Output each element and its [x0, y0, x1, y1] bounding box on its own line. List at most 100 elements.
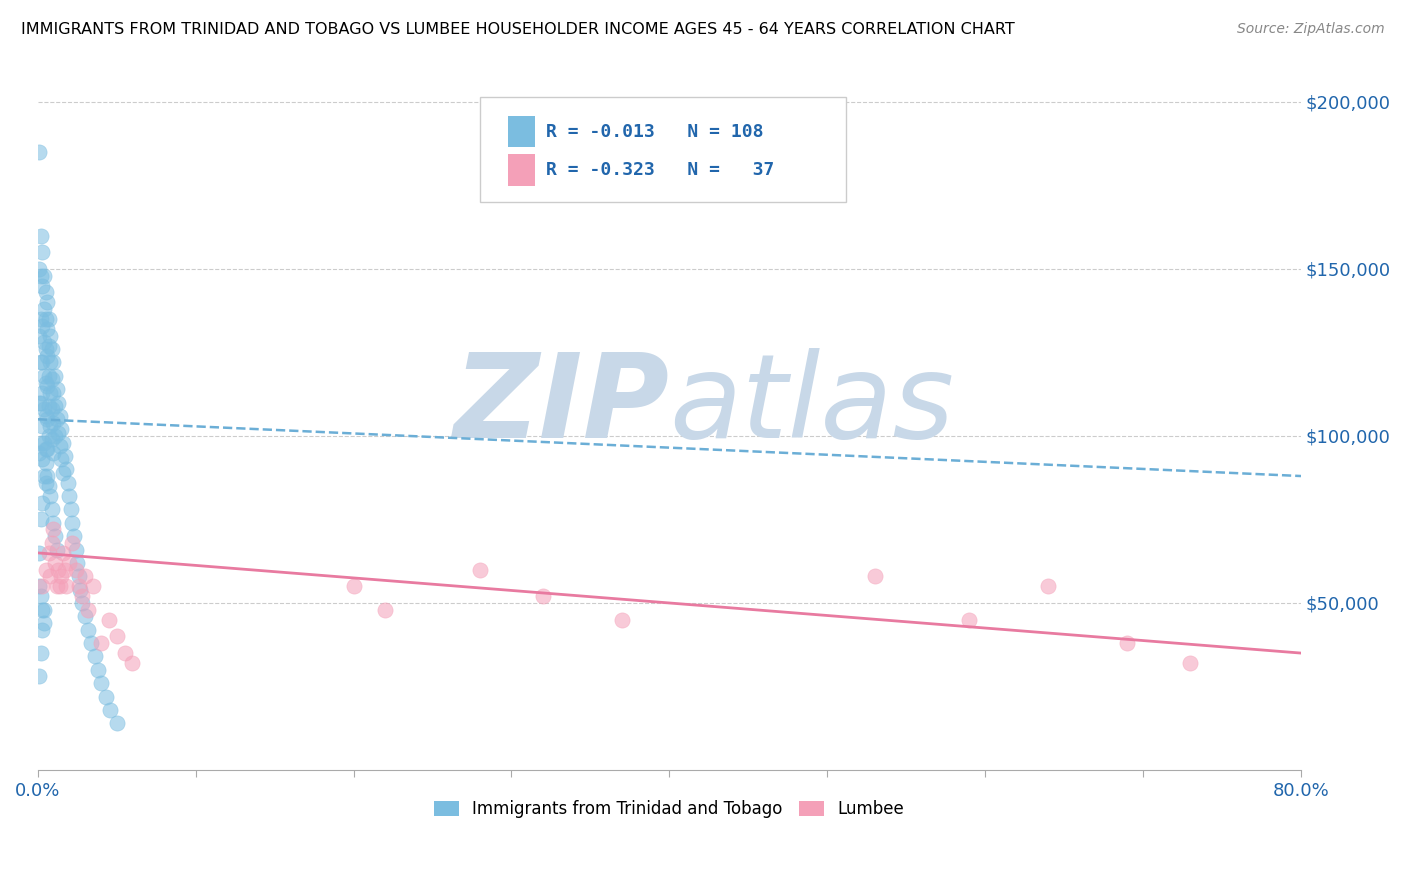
Point [39, 355, 62, 369]
Point [32, 368, 55, 383]
Point [468, 563, 491, 577]
Point [32, 435, 55, 450]
Point [28, 445, 51, 459]
Point [62, 536, 84, 550]
Point [73, 569, 96, 583]
Point [41, 536, 63, 550]
Text: ZIP: ZIP [453, 348, 669, 463]
Point [30, 268, 52, 283]
Point [45, 412, 67, 426]
Point [62, 516, 84, 530]
Point [51, 422, 73, 436]
Point [37, 442, 59, 457]
Point [37, 349, 59, 363]
Point [34, 376, 56, 390]
Point [58, 489, 80, 503]
Point [49, 409, 72, 423]
Point [31, 245, 53, 260]
Text: R = -0.323   N =   37: R = -0.323 N = 37 [546, 161, 773, 179]
Point [114, 646, 136, 660]
Text: Source: ZipAtlas.com: Source: ZipAtlas.com [1237, 22, 1385, 37]
Legend: Immigrants from Trinidad and Tobago, Lumbee: Immigrants from Trinidad and Tobago, Lum… [427, 794, 911, 825]
Point [30, 395, 52, 409]
Point [53, 563, 76, 577]
Point [51, 452, 73, 467]
Point [77, 602, 100, 616]
Point [31, 623, 53, 637]
Point [37, 379, 59, 393]
Point [83, 649, 105, 664]
Point [42, 445, 65, 459]
Point [34, 409, 56, 423]
Point [31, 385, 53, 400]
Point [1038, 579, 1060, 593]
FancyBboxPatch shape [508, 154, 536, 186]
Point [30, 228, 52, 243]
Point [86, 663, 108, 677]
Point [45, 542, 67, 557]
Point [34, 563, 56, 577]
Point [32, 301, 55, 316]
Point [28, 579, 51, 593]
Point [957, 613, 980, 627]
Point [45, 579, 67, 593]
Point [41, 502, 63, 516]
Point [32, 268, 55, 283]
Point [38, 479, 60, 493]
Point [37, 295, 59, 310]
Point [67, 569, 90, 583]
Point [38, 339, 60, 353]
Point [65, 542, 87, 557]
Point [31, 452, 53, 467]
Point [82, 579, 104, 593]
Point [1180, 656, 1202, 670]
Point [30, 355, 52, 369]
Point [70, 589, 93, 603]
Point [65, 563, 87, 577]
Point [31, 318, 53, 333]
Point [38, 368, 60, 383]
Point [38, 312, 60, 326]
Point [73, 609, 96, 624]
Point [97, 613, 120, 627]
Point [42, 516, 65, 530]
Point [42, 523, 65, 537]
Point [31, 496, 53, 510]
Point [41, 402, 63, 417]
Point [32, 602, 55, 616]
Point [342, 579, 364, 593]
Point [46, 395, 69, 409]
Point [52, 435, 75, 450]
Point [42, 416, 65, 430]
Point [44, 556, 66, 570]
Point [30, 435, 52, 450]
Point [37, 322, 59, 336]
Point [41, 372, 63, 386]
Point [63, 529, 86, 543]
Point [30, 512, 52, 526]
Point [52, 546, 75, 560]
Point [28, 262, 51, 277]
Point [44, 529, 66, 543]
Point [46, 425, 69, 440]
FancyBboxPatch shape [508, 116, 536, 147]
Point [31, 355, 53, 369]
Point [28, 145, 51, 159]
Point [31, 419, 53, 434]
Point [30, 312, 52, 326]
Point [105, 716, 128, 731]
Point [90, 636, 112, 650]
Point [31, 579, 53, 593]
Point [121, 656, 143, 670]
Point [55, 462, 77, 476]
Text: IMMIGRANTS FROM TRINIDAD AND TOBAGO VS LUMBEE HOUSEHOLDER INCOME AGES 45 - 64 YE: IMMIGRANTS FROM TRINIDAD AND TOBAGO VS L… [21, 22, 1015, 37]
Point [56, 475, 79, 490]
Point [70, 596, 93, 610]
Point [38, 546, 60, 560]
Point [610, 613, 633, 627]
Point [98, 703, 121, 717]
Point [53, 449, 76, 463]
Point [34, 442, 56, 457]
Point [41, 432, 63, 446]
Point [39, 569, 62, 583]
